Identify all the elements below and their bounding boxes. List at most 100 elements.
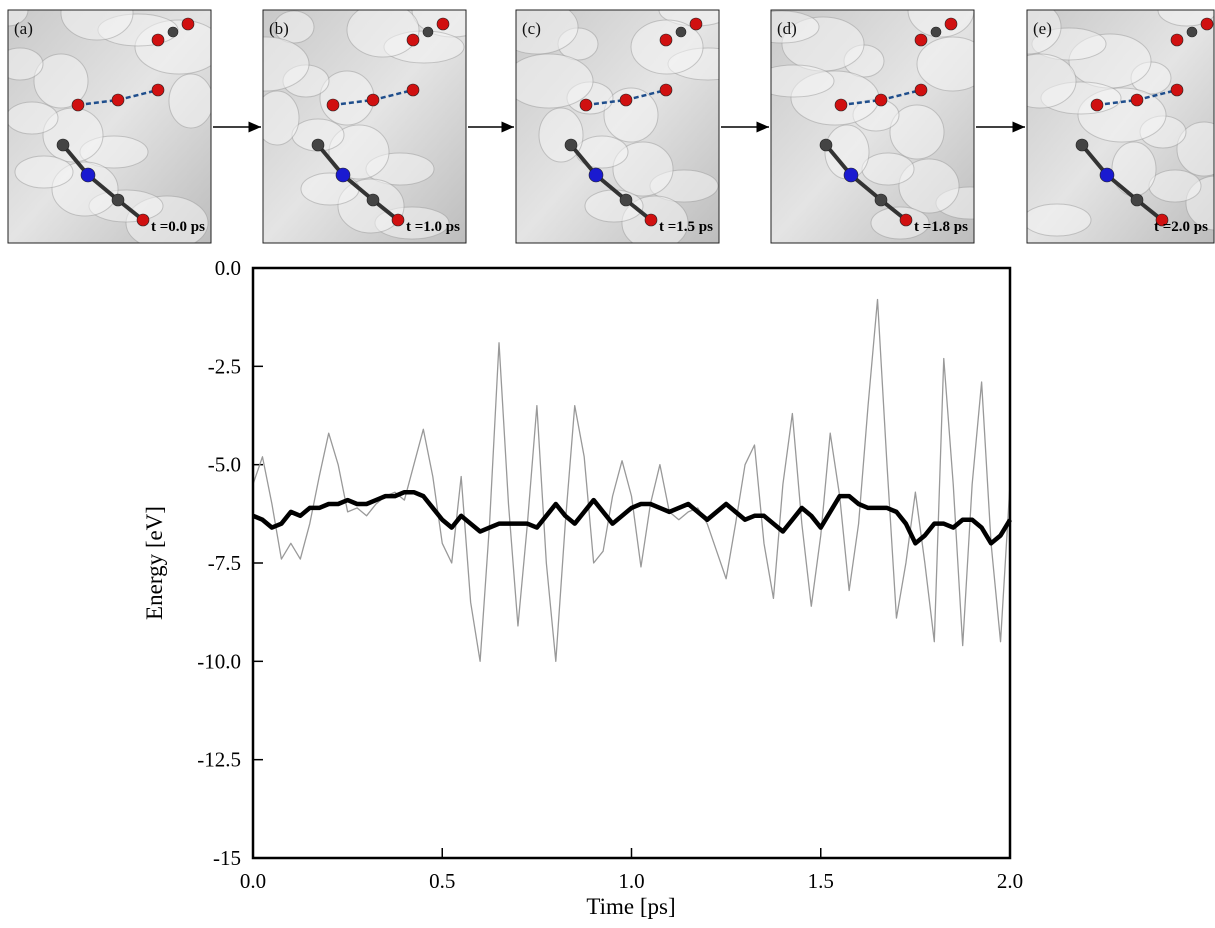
surface-blob [168,73,211,129]
energy-line [252,489,1012,546]
surface-blob [8,101,59,135]
atom [136,213,150,227]
hbond [332,98,374,107]
y-tick-label: -12.5 [197,748,241,772]
panel-label: (e) [1033,19,1052,38]
atom [843,167,859,183]
surface-blob [603,87,659,143]
y-tick-label: -7.5 [208,551,241,575]
atom [151,83,165,97]
panel-frame [262,9,467,244]
atom [914,83,928,97]
atom [1130,93,1144,107]
atom [391,213,405,227]
surface-blob [8,47,44,81]
energy-line [252,298,1011,662]
y-axis-title: Energy [eV] [142,506,167,620]
snapshot-panel: (e) t =2.0 ps [1026,9,1215,244]
atom [619,193,633,207]
surface-blob [907,10,974,38]
surface-blob [516,53,594,109]
atom [71,98,85,112]
x-tick-label: 0.0 [240,869,266,893]
atom [422,26,434,38]
snapshot-panel: (d) t =1.8 ps [770,9,975,244]
atom [1075,138,1089,152]
atom [335,167,351,183]
atom [914,33,928,47]
hbond [1136,88,1178,102]
panel-label: (b) [269,19,289,38]
surface-blob [771,10,820,44]
atom [1186,26,1198,38]
atom [1130,193,1144,207]
x-tick-label: 1.0 [618,869,644,893]
atom [659,33,673,47]
panel-label: (c) [522,19,541,38]
surface-blob [516,10,579,55]
surface-blob [916,36,974,92]
hbond [625,88,667,102]
atom [899,213,913,227]
atom [311,138,325,152]
atom [366,93,380,107]
atom [689,17,703,31]
surface-blob [14,155,74,189]
atom [406,33,420,47]
surface-blob [861,152,915,186]
atom [366,193,380,207]
hbond [880,88,922,102]
atom [1170,83,1184,97]
atom [326,98,340,112]
panel-frame [1026,9,1215,244]
atom [1090,98,1104,112]
surface-blob [273,10,315,44]
surface-blob [612,141,674,197]
hbond [117,88,159,102]
panel-art [263,10,466,243]
atom [436,17,450,31]
atom [819,138,833,152]
atom [181,17,195,31]
hbond [840,98,882,107]
panel-label: (d) [777,19,797,38]
atom [564,138,578,152]
panel-art [516,10,719,243]
snapshot-panel: (a) t =0.0 ps [7,9,212,244]
panel-art [771,10,974,243]
hbond [77,98,119,107]
x-tick-label: 0.5 [429,869,455,893]
surface-blob [33,53,89,109]
panel-time: t =1.0 ps [406,219,460,235]
surface-blob [898,158,960,214]
surface-blob [1027,10,1062,55]
atom [1099,167,1115,183]
atom [151,33,165,47]
atom [56,138,70,152]
panel-frame [770,9,975,244]
plot-frame [251,266,1012,860]
atom [675,26,687,38]
atom [579,98,593,112]
atom [406,83,420,97]
surface-blob [1148,169,1202,203]
surface-blob [300,172,360,206]
surface-blob [889,104,945,160]
x-tick-label: 2.0 [997,869,1023,893]
atom [1155,213,1169,227]
y-tick-label: -15 [213,846,241,870]
atom [619,93,633,107]
surface-blob [870,206,930,240]
panel-time: t =0.0 ps [151,219,205,235]
hbond [1096,98,1138,107]
atom [944,17,958,31]
surface-blob [1111,141,1157,197]
snapshot-panel: (c) t =1.5 ps [515,9,720,244]
surface-blob [1027,203,1092,237]
atom [930,26,942,38]
surface-blob [8,10,29,27]
y-tick-label: -5.0 [208,453,241,477]
atom [659,83,673,97]
surface-blob [1157,10,1214,27]
